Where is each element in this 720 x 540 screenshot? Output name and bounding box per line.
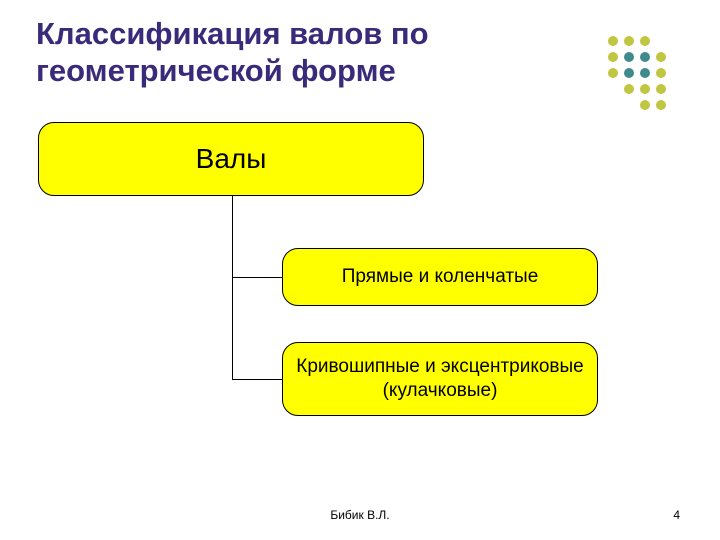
decor-dot: [624, 68, 634, 78]
decor-dot: [624, 36, 634, 46]
decor-dot: [624, 84, 634, 94]
tree-child-node: Кривошипные и эксцентриковые (кулачковые…: [282, 342, 598, 416]
decor-dot: [656, 100, 666, 110]
decor-dot: [640, 68, 650, 78]
decor-dot: [640, 52, 650, 62]
decor-dot: [624, 52, 634, 62]
decor-dot: [608, 52, 618, 62]
tree-child-label: Кривошипные и эксцентриковые (кулачковые…: [283, 355, 597, 403]
footer-author: Бибик В.Л.: [0, 508, 720, 522]
tree-root-label: Валы: [196, 143, 267, 175]
decor-dot: [640, 100, 650, 110]
decor-dot: [656, 52, 666, 62]
tree-connector: [232, 277, 282, 278]
decor-dot: [608, 68, 618, 78]
slide-title: Классификация валов по геометрической фо…: [36, 16, 596, 89]
decor-dot: [656, 68, 666, 78]
decor-dot: [640, 36, 650, 46]
tree-root-node: Валы: [38, 122, 424, 196]
decor-dot: [656, 84, 666, 94]
tree-child-label: Прямые и коленчатые: [342, 265, 539, 289]
decor-dot: [640, 84, 650, 94]
tree-child-node: Прямые и коленчатые: [282, 248, 598, 306]
tree-connector: [232, 196, 233, 379]
decor-dot: [608, 36, 618, 46]
tree-connector: [232, 379, 282, 380]
footer-page-number: 4: [673, 508, 680, 522]
